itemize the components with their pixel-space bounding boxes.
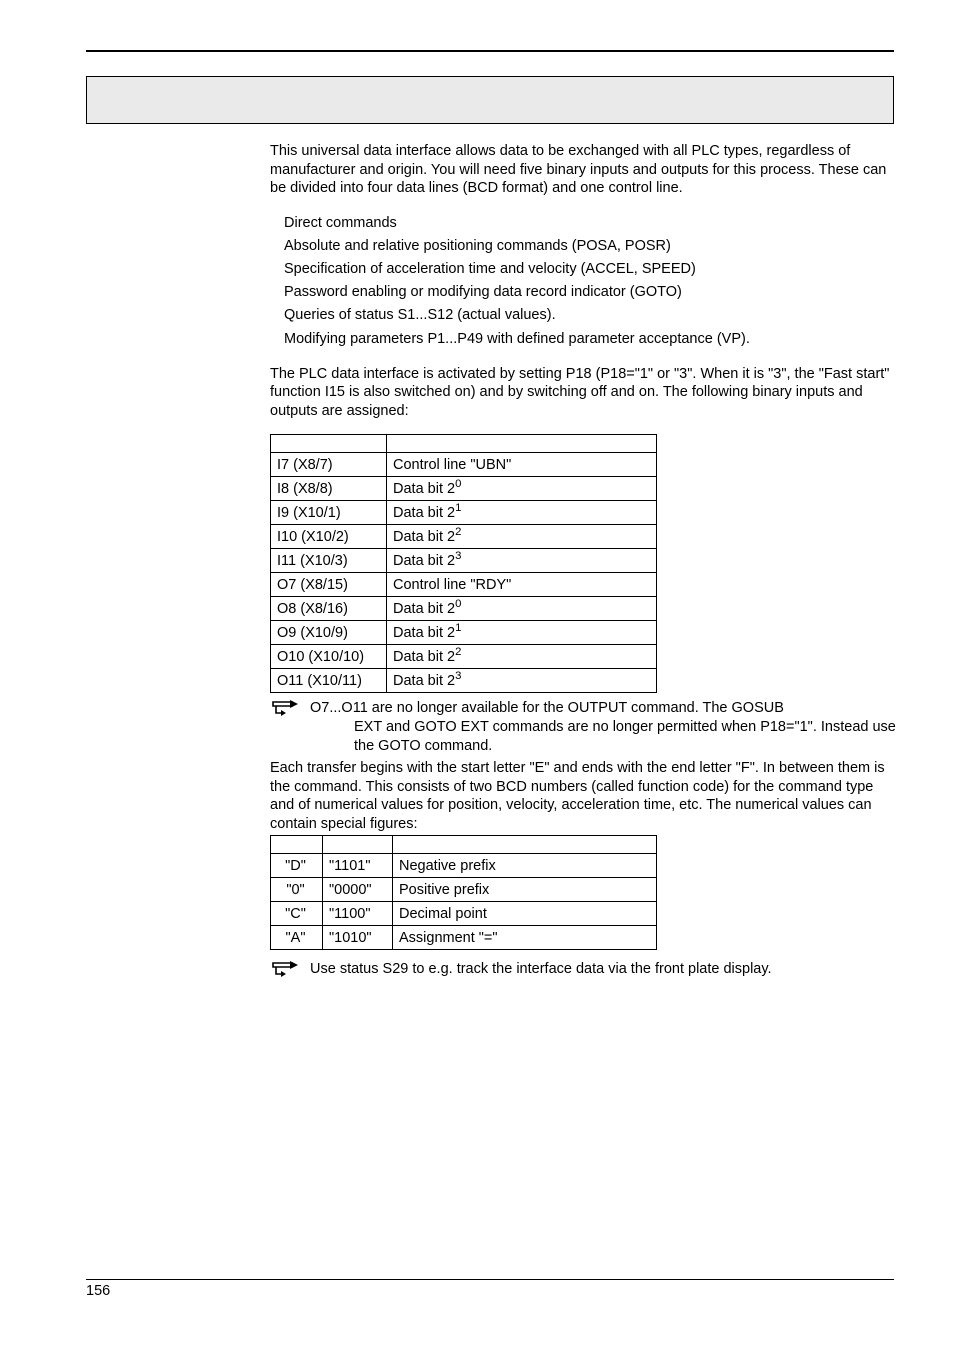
io-key: I10 (X10/2): [271, 525, 387, 549]
spec-meaning: Assignment "=": [393, 926, 657, 950]
top-rule: [86, 50, 894, 52]
special-figures-table: "D""1101"Negative prefix"0""0000"Positiv…: [270, 835, 657, 950]
io-value: Data bit 23: [387, 669, 657, 693]
table-row: O10 (X10/10)Data bit 22: [271, 645, 657, 669]
spec-binary: "1010": [323, 926, 393, 950]
list-item: Absolute and relative positioning comman…: [284, 235, 900, 258]
io-value: Data bit 20: [387, 477, 657, 501]
spec-binary: "0000": [323, 878, 393, 902]
main-content: This universal data interface allows dat…: [270, 142, 900, 981]
page-number: 156: [86, 1283, 110, 1299]
list-item: Password enabling or modifying data reco…: [284, 281, 900, 304]
header-box: [86, 76, 894, 124]
table-header: [387, 435, 657, 453]
list-item: Specification of acceleration time and v…: [284, 258, 900, 281]
spec-meaning: Negative prefix: [393, 854, 657, 878]
io-value: Data bit 20: [387, 597, 657, 621]
spec-binary: "1101": [323, 854, 393, 878]
intro-paragraph: This universal data interface allows dat…: [270, 142, 900, 198]
io-value: Data bit 22: [387, 645, 657, 669]
table-row: O7 (X8/15)Control line "RDY": [271, 573, 657, 597]
note-status-s29: Use status S29 to e.g. track the interfa…: [270, 960, 900, 981]
io-key: O9 (X10/9): [271, 621, 387, 645]
io-value: Control line "RDY": [387, 573, 657, 597]
io-value: Data bit 22: [387, 525, 657, 549]
io-value: Data bit 23: [387, 549, 657, 573]
io-key: I7 (X8/7): [271, 453, 387, 477]
io-key: I11 (X10/3): [271, 549, 387, 573]
list-item: Modifying parameters P1...P49 with defin…: [284, 328, 900, 351]
transfer-paragraph: Each transfer begins with the start lett…: [270, 759, 900, 833]
table-row: I7 (X8/7)Control line "UBN": [271, 453, 657, 477]
note-text-line1: O7...O11 are no longer available for the…: [310, 700, 784, 716]
io-assignment-table: I7 (X8/7)Control line "UBN"I8 (X8/8)Data…: [270, 434, 657, 693]
table-row: I11 (X10/3)Data bit 23: [271, 549, 657, 573]
io-key: I8 (X8/8): [271, 477, 387, 501]
io-key: O10 (X10/10): [271, 645, 387, 669]
note-text-rest: EXT and GOTO EXT commands are no longer …: [354, 718, 900, 755]
io-key: O8 (X8/16): [271, 597, 387, 621]
spec-binary: "1100": [323, 902, 393, 926]
note-arrow-icon: [270, 961, 304, 981]
feature-list: Direct commandsAbsolute and relative pos…: [284, 212, 900, 351]
table-row: I10 (X10/2)Data bit 22: [271, 525, 657, 549]
table-row: "C""1100"Decimal point: [271, 902, 657, 926]
spec-char: "A": [271, 926, 323, 950]
table-header: [323, 836, 393, 854]
spec-char: "0": [271, 878, 323, 902]
table-row: O11 (X10/11)Data bit 23: [271, 669, 657, 693]
spec-meaning: Positive prefix: [393, 878, 657, 902]
activation-paragraph: The PLC data interface is activated by s…: [270, 365, 900, 421]
io-key: I9 (X10/1): [271, 501, 387, 525]
io-value: Data bit 21: [387, 501, 657, 525]
table-row: "0""0000"Positive prefix: [271, 878, 657, 902]
io-key: O11 (X10/11): [271, 669, 387, 693]
list-item: Direct commands: [284, 212, 900, 235]
spec-char: "D": [271, 854, 323, 878]
spec-char: "C": [271, 902, 323, 926]
table-header: [271, 435, 387, 453]
table-header: [393, 836, 657, 854]
note-output-restriction: O7...O11 are no longer available for the…: [270, 699, 900, 755]
io-value: Control line "UBN": [387, 453, 657, 477]
table-row: O9 (X10/9)Data bit 21: [271, 621, 657, 645]
table-row: "A""1010"Assignment "=": [271, 926, 657, 950]
table-row: I9 (X10/1)Data bit 21: [271, 501, 657, 525]
table-row: O8 (X8/16)Data bit 20: [271, 597, 657, 621]
page-footer: 156: [86, 1279, 894, 1299]
table-row: I8 (X8/8)Data bit 20: [271, 477, 657, 501]
list-item: Queries of status S1...S12 (actual value…: [284, 304, 900, 327]
io-key: O7 (X8/15): [271, 573, 387, 597]
spec-meaning: Decimal point: [393, 902, 657, 926]
table-row: "D""1101"Negative prefix: [271, 854, 657, 878]
note-arrow-icon: [270, 700, 304, 720]
io-value: Data bit 21: [387, 621, 657, 645]
table-header: [271, 836, 323, 854]
note-text: Use status S29 to e.g. track the interfa…: [310, 960, 772, 979]
